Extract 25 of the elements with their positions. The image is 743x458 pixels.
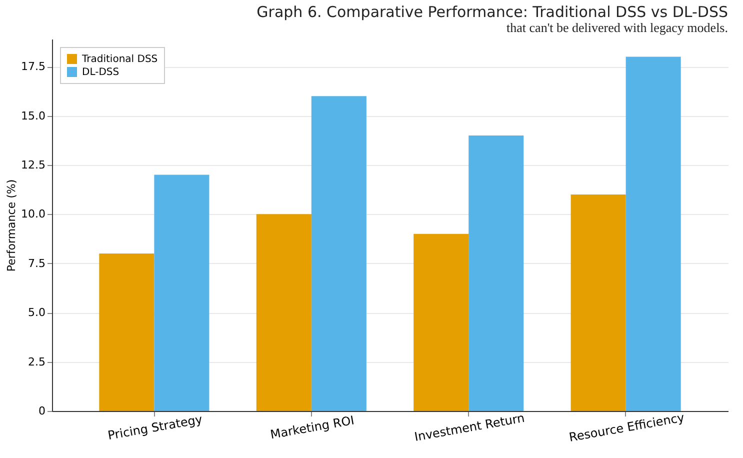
x-tick-label: Investment Return (413, 410, 526, 444)
y-tick-label: 12.5 (21, 158, 46, 172)
bar (468, 135, 524, 411)
y-axis-title: Performance (%) (5, 179, 18, 272)
y-tick-label: 10.0 (21, 208, 46, 221)
text: that can't be delivered with legacy models. (506, 20, 728, 35)
bar (154, 174, 210, 411)
bar (99, 254, 154, 411)
bar (414, 234, 469, 411)
y-tick-label: 2.5 (28, 355, 46, 368)
x-tick-label: Resource Efficiency (568, 410, 686, 444)
y-tick-label: 7.5 (28, 256, 46, 270)
bar (311, 96, 366, 411)
bar (256, 214, 312, 411)
x-tick-label: Pricing Strategy (106, 412, 204, 443)
y-tick-label: 0 (38, 404, 46, 418)
y-tick-label: 15.0 (21, 109, 46, 122)
bar (626, 56, 681, 411)
chart-title: Graph 6. Comparative Performance: Traditional DSS vs DL-DSS (256, 3, 728, 21)
y-tick-label: 5.0 (28, 306, 46, 320)
bar (570, 194, 626, 411)
x-tick-label: Marketing ROI (269, 413, 356, 442)
y-tick-label: 17.5 (21, 60, 46, 74)
legend-label: Traditional DSS (81, 54, 158, 65)
legend-label: DL-DSS (82, 67, 120, 78)
